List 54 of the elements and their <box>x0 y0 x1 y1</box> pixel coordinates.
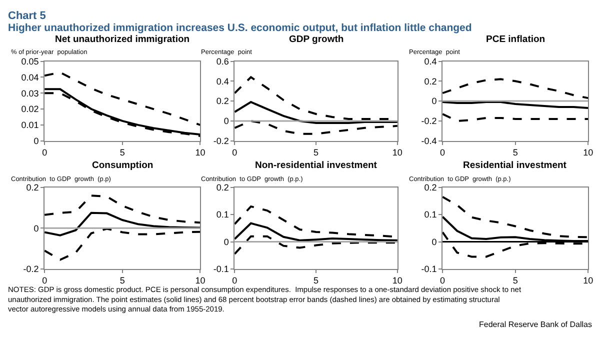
x-tick-label: 10 <box>195 276 206 286</box>
text: Chart 5 <box>8 10 46 22</box>
y-tick-label: -0.2 <box>421 116 437 126</box>
text: Federal Reserve Bank of Dallas <box>479 320 592 329</box>
x-tick-label: 0 <box>42 148 48 158</box>
y-tick-label: -0.2 <box>23 264 39 274</box>
chart-title: PCE inflation <box>486 34 546 45</box>
x-tick-label: 5 <box>512 148 518 158</box>
y-tick-label: 0 <box>224 116 229 126</box>
y-tick-label: 0.04 <box>21 72 39 82</box>
y-tick-label: 0.2 <box>26 182 39 193</box>
y-tick-label: 0.05 <box>21 56 39 66</box>
x-tick-label: 0 <box>42 276 48 286</box>
chart-title: GDP growth <box>289 34 344 45</box>
y-tick-label: 0 <box>224 236 229 247</box>
x-tick-label: 5 <box>314 148 319 158</box>
chart-title: Consumption <box>92 160 154 171</box>
y-tick-label: 0.2 <box>424 76 437 86</box>
text: Higher unauthorized immigration increases U.S. economic output, but inflation little changed <box>8 22 472 34</box>
x-tick-label: 10 <box>392 276 402 286</box>
y-tick-label: -0.1 <box>213 264 229 274</box>
x-tick-label: 0 <box>232 148 238 158</box>
x-tick-label: 5 <box>120 148 125 158</box>
x-tick-label: 5 <box>314 276 319 286</box>
y-tick-label: 0.1 <box>424 210 437 220</box>
x-tick-label: 0 <box>232 276 238 286</box>
chart-title: Net unauthorized immigration <box>55 34 190 45</box>
x-tick-label: 0 <box>440 148 446 158</box>
y-tick-label: -0.1 <box>421 264 437 274</box>
x-tick-label: 10 <box>583 276 594 286</box>
chart-title: Residential investment <box>463 160 568 171</box>
y-tick-label: -0.4 <box>421 136 437 146</box>
x-tick-label: 5 <box>512 276 518 286</box>
chart-title: Non-residential investment <box>255 160 378 171</box>
x-tick-label: 5 <box>120 276 125 286</box>
x-tick-label: 10 <box>583 148 594 158</box>
y-tick-label: 0.4 <box>424 56 437 66</box>
y-tick-label: 0 <box>34 136 39 146</box>
y-tick-label: -0.2 <box>213 136 229 146</box>
y-tick-label: 0.02 <box>21 104 39 114</box>
y-tick-label: 0.6 <box>216 56 229 66</box>
y-tick-label: 0.2 <box>216 182 229 193</box>
x-tick-label: 10 <box>392 148 402 158</box>
x-tick-label: 10 <box>195 148 206 158</box>
y-tick-label: 0.2 <box>216 96 229 106</box>
y-tick-label: 0.03 <box>21 88 39 98</box>
y-tick-label: 0.2 <box>424 182 437 193</box>
y-tick-label: 0.01 <box>21 120 39 130</box>
x-tick-label: 0 <box>440 276 446 286</box>
y-tick-label: 0 <box>432 96 437 106</box>
y-tick-label: 0.4 <box>216 76 229 86</box>
y-tick-label: 0.1 <box>216 210 229 220</box>
y-tick-label: 0 <box>34 223 39 234</box>
y-tick-label: 0 <box>432 236 437 247</box>
